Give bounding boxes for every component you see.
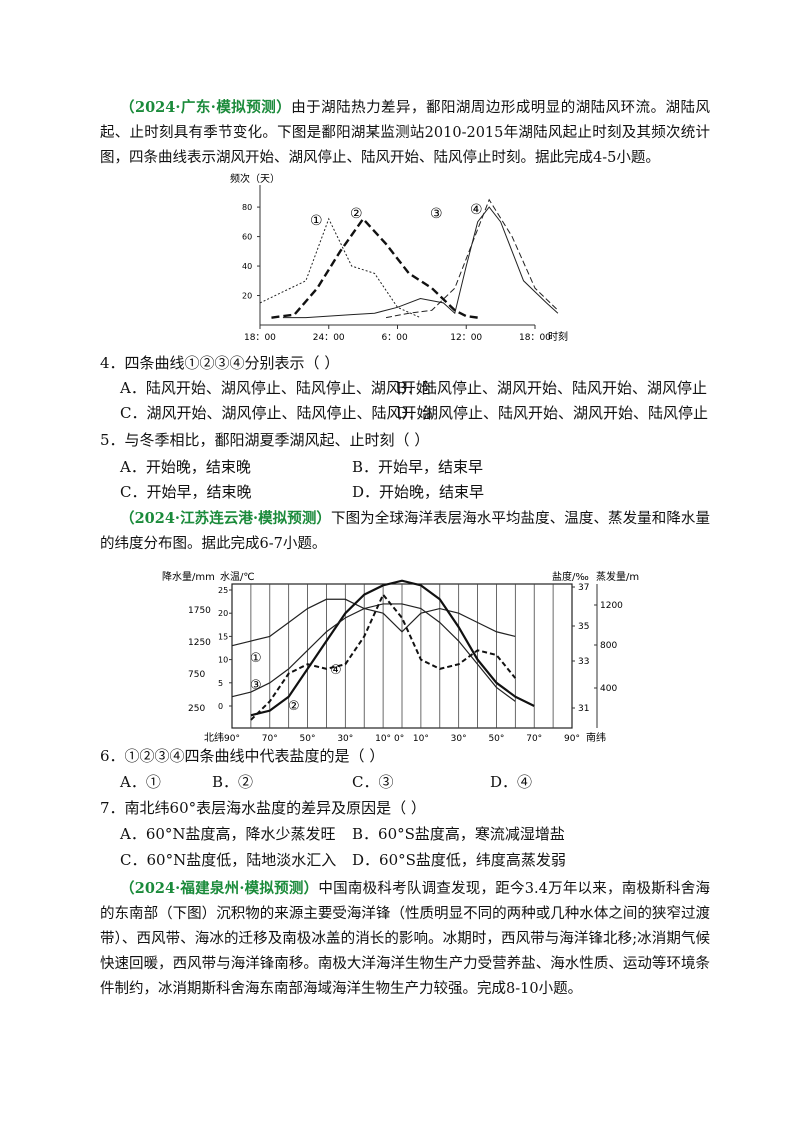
evap-tick-label: 1200	[600, 601, 623, 611]
x-tick-label: 18：00	[244, 333, 276, 343]
lat-tick-label: 50°	[300, 734, 316, 744]
question-7-stem: 7．南北纬60°表层海水盐度的差异及原因是（ ）	[100, 799, 426, 817]
y-tick-label: 40	[242, 262, 252, 271]
lat-tick-label: 30°	[451, 734, 467, 744]
series-line-1	[259, 217, 421, 319]
source-tag: （2024·福建泉州·模拟预测）	[120, 880, 319, 897]
c2-curve-label-2: ②	[288, 699, 300, 714]
temp-tick-label: 5	[218, 679, 223, 688]
y-tick-label: 20	[242, 292, 252, 301]
q6-option-d[interactable]: D．④	[490, 773, 533, 791]
lat-tick-label: 90°	[564, 734, 580, 744]
temp-tick-label: 25	[218, 586, 228, 595]
lat-tick-label: 30°	[337, 734, 353, 744]
salinity-tick-label: 35	[578, 622, 589, 632]
y-tick-label: 60	[242, 233, 252, 242]
chart1-ylabel: 频次（天）	[230, 172, 280, 185]
series-line-4	[385, 198, 559, 319]
salinity-tick-label: 31	[578, 704, 589, 714]
chart1-xlabel: 时刻	[548, 330, 568, 343]
temp-tick-label: 20	[218, 609, 228, 618]
intro-paragraph-3: （2024·福建泉州·模拟预测）中国南极科考队调查发现，距今3.4万年以来，南极…	[100, 876, 710, 1002]
x-tick-label: 24：00	[313, 333, 345, 343]
question-6-stem: 6．①②③④四条曲线中代表盐度的是（ ）	[100, 747, 385, 765]
q5-option-b[interactable]: B．开始早，结束早	[352, 458, 484, 476]
lat-tick-label: 0°	[394, 734, 404, 744]
q7-option-d[interactable]: D．60°S盐度低，纬度高蒸发弱	[352, 851, 566, 869]
source-tag: （2024·广东·模拟预测）	[120, 99, 292, 116]
c2-curve-label-4: ④	[330, 663, 342, 678]
source-tag: （2024·江苏连云港·模拟预测）	[120, 510, 331, 527]
curve-label-3: ③	[430, 206, 443, 222]
north-label: 北纬	[204, 731, 224, 744]
q7-option-b[interactable]: B．60°S盐度高，寒流减湿增盐	[352, 825, 565, 843]
y-tick-label: 80	[242, 203, 252, 212]
c2-series-line-2	[250, 579, 535, 717]
temp-tick-label: 15	[218, 632, 228, 641]
x-tick-label: 6：00	[382, 333, 408, 343]
c2-curve-label-3: ③	[250, 678, 262, 693]
salinity-tick-label: 37	[578, 583, 589, 593]
x-tick-label: 12：00	[450, 333, 482, 343]
q5-option-a[interactable]: A．开始晚，结束晚	[120, 458, 251, 476]
intro-text: 下图为全球海洋表层海水平均盐度、温度、蒸发量和降水量的纬度分布图。据此完成6-7…	[100, 511, 711, 552]
intro-text: 由于湖陆热力差异，鄱阳湖周边形成明显的湖陆风环流。湖陆风起、止时刻具有季节变化。…	[100, 100, 711, 166]
intro-paragraph-2: （2024·江苏连云港·模拟预测）下图为全球海洋表层海水平均盐度、温度、蒸发量和…	[100, 506, 710, 557]
temp-tick-label: 10	[218, 656, 228, 665]
c2-series-line-1	[231, 598, 516, 647]
c2-curve-label-1: ①	[250, 651, 262, 666]
q4-option-a[interactable]: A．陆风开始、湖风停止、陆风停止、湖风开始	[120, 379, 431, 397]
intro-paragraph-1: （2024·广东·模拟预测）由于湖陆热力差异，鄱阳湖周边形成明显的湖陆风环流。湖…	[100, 95, 710, 171]
lat-tick-label: 10°	[375, 734, 391, 744]
q4-option-d[interactable]: D．湖风停止、陆风开始、湖风开始、陆风停止	[396, 404, 709, 422]
lat-tick-label: 10°	[413, 734, 429, 744]
curve-label-1: ①	[310, 213, 323, 229]
salinity-axis-title: 盐度/‰	[552, 570, 589, 583]
q7-option-a[interactable]: A．60°N盐度高，降水少蒸发旺	[120, 825, 336, 843]
lat-tick-label: 70°	[262, 734, 278, 744]
series-line-2	[271, 216, 478, 319]
salinity-tick-label: 33	[578, 657, 589, 667]
x-tick-label: 18：00	[519, 333, 551, 343]
q7-option-c[interactable]: C．60°N盐度低，陆地淡水汇入	[120, 851, 337, 869]
precip-tick-label: 750	[188, 670, 205, 680]
precip-tick-label: 250	[188, 704, 205, 714]
evap-tick-label: 400	[600, 684, 617, 694]
question-4-stem: 4．四条曲线①②③④分别表示（ ）	[100, 354, 340, 372]
evap-tick-label: 800	[600, 641, 617, 651]
series-line-3	[282, 206, 559, 319]
lat-tick-label: 50°	[488, 734, 504, 744]
q5-option-d[interactable]: D．开始晚，结束早	[352, 483, 485, 501]
q6-option-b[interactable]: B．②	[212, 773, 254, 791]
q6-option-a[interactable]: A．①	[120, 773, 161, 791]
lat-tick-label: 90°	[224, 734, 240, 744]
q6-option-c[interactable]: C．③	[352, 773, 394, 791]
lat-tick-label: 70°	[526, 734, 542, 744]
q4-option-c[interactable]: C．湖风开始、湖风停止、陆风停止、陆风开始	[120, 404, 432, 422]
curve-label-2: ②	[350, 206, 363, 222]
evap-axis-title: 蒸发量/mm	[596, 570, 640, 583]
curve-label-4: ④	[470, 202, 483, 218]
c2-series-line-3	[231, 603, 516, 702]
c2-series-line-4	[250, 592, 517, 721]
precip-axis-title: 降水量/mm	[162, 570, 215, 583]
precip-tick-label: 1250	[188, 638, 211, 648]
temp-tick-label: 0	[218, 702, 223, 711]
precip-tick-label: 1750	[188, 606, 211, 616]
q5-option-c[interactable]: C．开始早，结束晚	[120, 483, 252, 501]
q4-option-b[interactable]: B．陆风停止、湖风开始、陆风开始、湖风停止	[396, 379, 708, 397]
temp-axis-title: 水温/℃	[220, 571, 255, 583]
south-label: 南纬	[586, 731, 606, 744]
intro-text: 中国南极科考队调查发现，距今3.4万年以来，南极斯科舍海的东南部（下图）沉积物的…	[100, 881, 711, 997]
ocean-latitude-chart: 降水量/mm 水温/℃ 盐度/‰ 蒸发量/mm 0 5 10 15 20 25 250 750…	[162, 570, 640, 744]
question-5-stem: 5．与冬季相比，鄱阳湖夏季湖风起、止时刻（ ）	[100, 431, 430, 449]
